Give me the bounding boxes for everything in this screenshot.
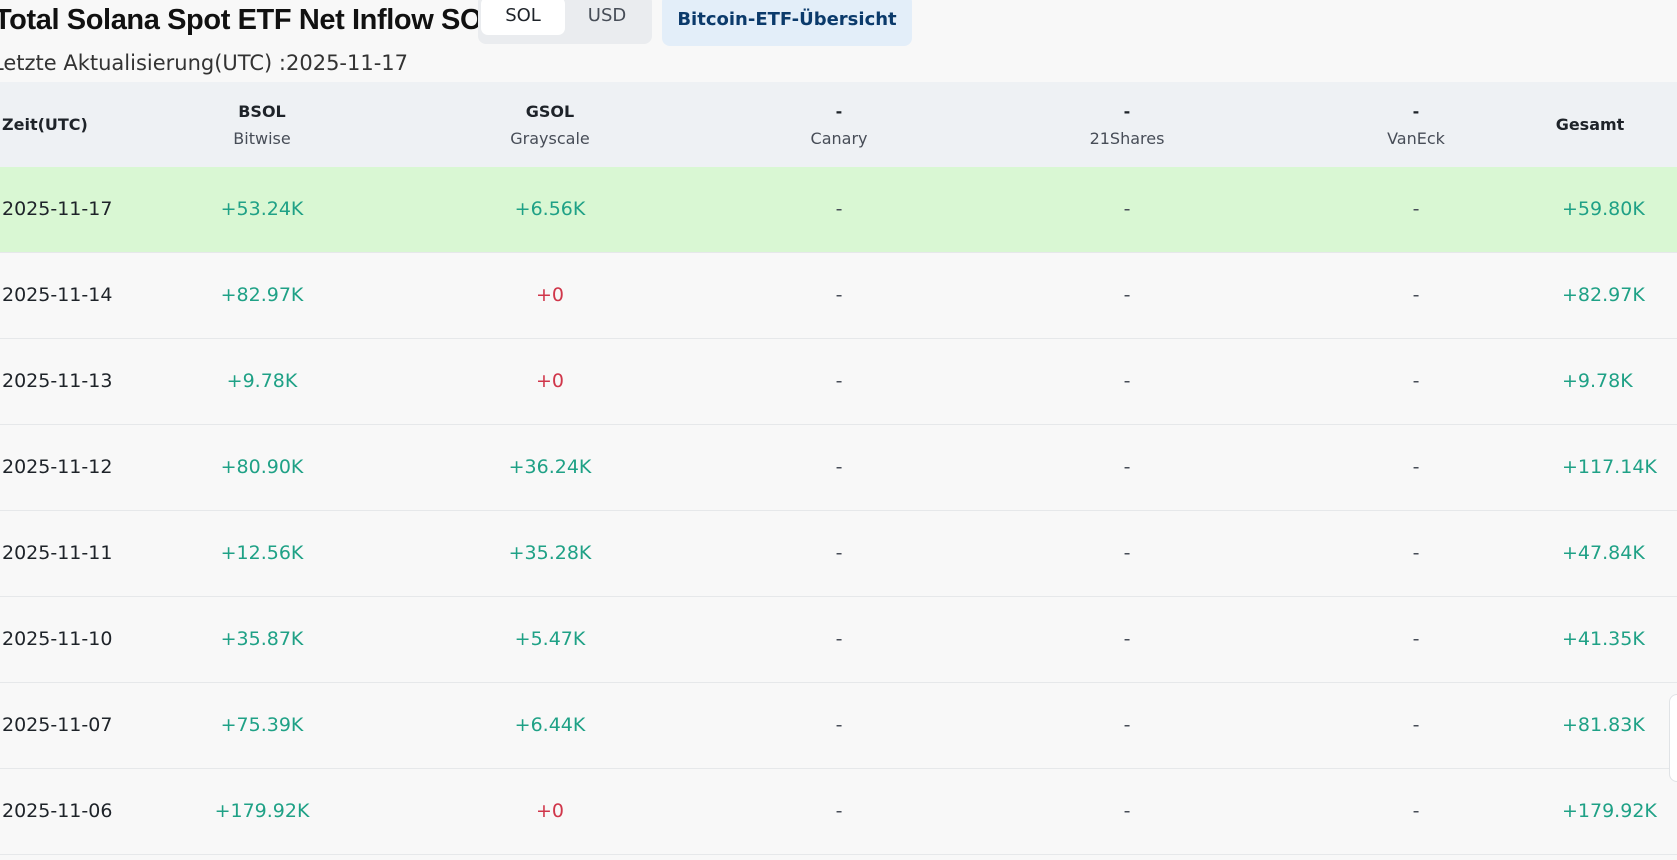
fund-issuer: Bitwise bbox=[233, 128, 291, 148]
canary-flow: - bbox=[835, 284, 843, 306]
etf-flow-table: Zeit(UTC) BSOL Bitwise GSOL Grayscale - … bbox=[0, 82, 1677, 855]
21shares-flow: - bbox=[1123, 284, 1131, 306]
bsol-flow: +35.87K bbox=[220, 628, 304, 650]
table-row: 2025-11-13 +9.78K +0 - - - +9.78K bbox=[0, 339, 1677, 425]
fund-issuer: Canary bbox=[810, 128, 868, 148]
canary-flow: - bbox=[835, 542, 843, 564]
gsol-flow: +0 bbox=[535, 370, 564, 392]
21shares-flow: - bbox=[1123, 800, 1131, 822]
fund-code: GSOL bbox=[525, 101, 575, 121]
side-panel-handle[interactable] bbox=[1669, 694, 1677, 782]
row-date: 2025-11-11 bbox=[2, 542, 113, 564]
21shares-flow: - bbox=[1123, 198, 1131, 220]
fund-issuer: Grayscale bbox=[510, 128, 590, 148]
column-header-canary: - Canary bbox=[709, 82, 969, 167]
column-header-bsol: BSOL Bitwise bbox=[132, 82, 392, 167]
row-date: 2025-11-12 bbox=[2, 456, 113, 478]
21shares-flow: - bbox=[1123, 628, 1131, 650]
bsol-flow: +12.56K bbox=[220, 542, 304, 564]
total-flow: +117.14K bbox=[1562, 456, 1657, 478]
fund-issuer: 21Shares bbox=[1089, 128, 1165, 148]
total-flow: +41.35K bbox=[1562, 628, 1645, 650]
total-flow: +81.83K bbox=[1562, 714, 1645, 736]
table-row: 2025-11-17 +53.24K +6.56K - - - +59.80K bbox=[0, 167, 1677, 253]
gsol-flow: +5.47K bbox=[514, 628, 586, 650]
row-date: 2025-11-14 bbox=[2, 284, 113, 306]
row-date: 2025-11-10 bbox=[2, 628, 113, 650]
unit-usd-button[interactable]: USD bbox=[587, 5, 627, 26]
table-header: Zeit(UTC) BSOL Bitwise GSOL Grayscale - … bbox=[0, 82, 1677, 167]
canary-flow: - bbox=[835, 800, 843, 822]
fund-code: BSOL bbox=[238, 101, 286, 121]
page-title: Total Solana Spot ETF Net Inflow SOL bbox=[0, 4, 500, 36]
21shares-flow: - bbox=[1123, 456, 1131, 478]
fund-issuer: VanEck bbox=[1387, 128, 1445, 148]
column-header-total: Gesamt bbox=[1555, 115, 1625, 134]
fund-code: - bbox=[835, 101, 843, 121]
gsol-flow: +36.24K bbox=[508, 456, 592, 478]
21shares-flow: - bbox=[1123, 542, 1131, 564]
unit-toggle: SOL USD bbox=[478, 0, 652, 44]
bsol-flow: +9.78K bbox=[226, 370, 298, 392]
column-header-gsol: GSOL Grayscale bbox=[420, 82, 680, 167]
vaneck-flow: - bbox=[1412, 456, 1420, 478]
column-header-time: Zeit(UTC) bbox=[2, 115, 88, 134]
21shares-flow: - bbox=[1123, 714, 1131, 736]
table-row: 2025-11-14 +82.97K +0 - - - +82.97K bbox=[0, 253, 1677, 339]
bsol-flow: +53.24K bbox=[220, 198, 304, 220]
vaneck-flow: - bbox=[1412, 800, 1420, 822]
vaneck-flow: - bbox=[1412, 284, 1420, 306]
gsol-flow: +6.44K bbox=[514, 714, 586, 736]
column-header-21shares: - 21Shares bbox=[997, 82, 1257, 167]
last-updated-text: Letzte Aktualisierung(UTC) :2025-11-17 bbox=[0, 51, 409, 75]
table-row: 2025-11-10 +35.87K +5.47K - - - +41.35K bbox=[0, 597, 1677, 683]
bsol-flow: +82.97K bbox=[220, 284, 304, 306]
21shares-flow: - bbox=[1123, 370, 1131, 392]
gsol-flow: +0 bbox=[535, 284, 564, 306]
total-flow: +59.80K bbox=[1562, 198, 1645, 220]
canary-flow: - bbox=[835, 714, 843, 736]
bsol-flow: +75.39K bbox=[220, 714, 304, 736]
bitcoin-etf-overview-button[interactable]: Bitcoin-ETF-Übersicht bbox=[662, 0, 912, 46]
gsol-flow: +6.56K bbox=[514, 198, 586, 220]
canary-flow: - bbox=[835, 370, 843, 392]
vaneck-flow: - bbox=[1412, 714, 1420, 736]
vaneck-flow: - bbox=[1412, 628, 1420, 650]
canary-flow: - bbox=[835, 628, 843, 650]
table-row: 2025-11-12 +80.90K +36.24K - - - +117.14… bbox=[0, 425, 1677, 511]
unit-sol-button[interactable]: SOL bbox=[481, 0, 565, 35]
column-header-vaneck: - VanEck bbox=[1286, 82, 1546, 167]
total-flow: +47.84K bbox=[1562, 542, 1645, 564]
fund-code: - bbox=[1123, 101, 1131, 121]
canary-flow: - bbox=[835, 198, 843, 220]
total-flow: +179.92K bbox=[1562, 800, 1657, 822]
table-row: 2025-11-11 +12.56K +35.28K - - - +47.84K bbox=[0, 511, 1677, 597]
row-date: 2025-11-17 bbox=[2, 198, 113, 220]
bsol-flow: +80.90K bbox=[220, 456, 304, 478]
gsol-flow: +0 bbox=[535, 800, 564, 822]
table-row: 2025-11-06 +179.92K +0 - - - +179.92K bbox=[0, 769, 1677, 855]
canary-flow: - bbox=[835, 456, 843, 478]
bsol-flow: +179.92K bbox=[214, 800, 310, 822]
row-date: 2025-11-07 bbox=[2, 714, 113, 736]
total-flow: +9.78K bbox=[1562, 370, 1633, 392]
vaneck-flow: - bbox=[1412, 542, 1420, 564]
page-header: Total Solana Spot ETF Net Inflow SOL SOL… bbox=[0, 0, 1677, 82]
fund-code: - bbox=[1412, 101, 1420, 121]
gsol-flow: +35.28K bbox=[508, 542, 592, 564]
vaneck-flow: - bbox=[1412, 198, 1420, 220]
row-date: 2025-11-06 bbox=[2, 800, 113, 822]
total-flow: +82.97K bbox=[1562, 284, 1645, 306]
table-row: 2025-11-07 +75.39K +6.44K - - - +81.83K bbox=[0, 683, 1677, 769]
vaneck-flow: - bbox=[1412, 370, 1420, 392]
row-date: 2025-11-13 bbox=[2, 370, 113, 392]
